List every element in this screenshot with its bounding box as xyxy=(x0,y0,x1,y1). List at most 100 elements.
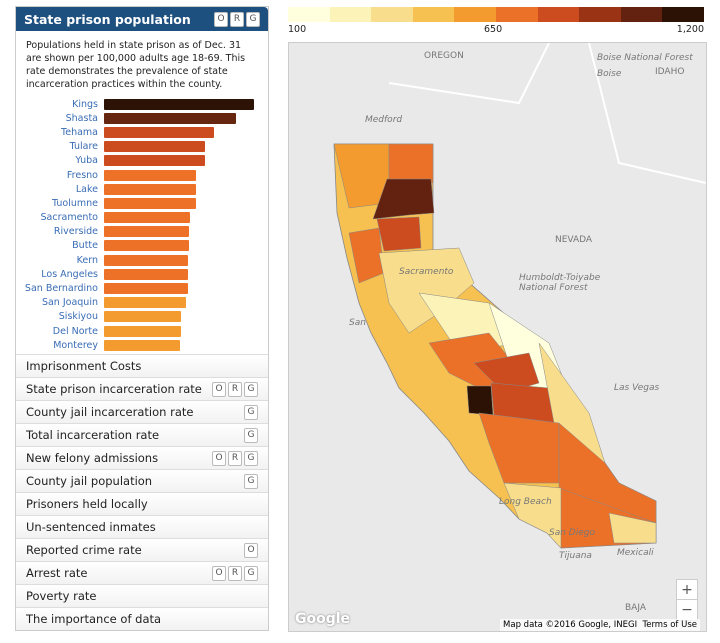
county-label[interactable]: San Joaquin xyxy=(41,297,98,309)
menu-item-label: County jail incarceration rate xyxy=(26,405,194,420)
legend-mid: 650 xyxy=(484,24,503,35)
county-bar[interactable] xyxy=(104,155,206,167)
county-bar[interactable] xyxy=(104,339,181,351)
county-label[interactable]: San Bernardino xyxy=(24,283,98,295)
menu-item[interactable]: County jail incarceration rate G xyxy=(16,400,268,424)
badge[interactable]: O xyxy=(244,542,258,558)
label-mexicali: Mexicali xyxy=(617,548,654,558)
county-label[interactable]: Yuba xyxy=(75,155,98,167)
county-bar[interactable] xyxy=(104,254,189,266)
county-label[interactable]: Monterey xyxy=(53,339,98,351)
county-bar[interactable] xyxy=(104,325,181,337)
menu-item[interactable]: Reported crime rate O xyxy=(16,538,268,562)
badge-o[interactable]: O xyxy=(214,11,228,27)
menu-item[interactable]: Imprisonment Costs xyxy=(16,354,268,378)
bar-row[interactable]: Shasta xyxy=(16,111,268,125)
badge[interactable]: O xyxy=(212,450,226,466)
badge[interactable]: G xyxy=(244,404,258,420)
county-label[interactable]: Kings xyxy=(72,98,98,110)
bar-row[interactable]: Tuolumne xyxy=(16,196,268,210)
county-bar[interactable] xyxy=(104,112,236,124)
county-bar[interactable] xyxy=(104,126,215,138)
active-indicator-title: State prison population xyxy=(24,11,191,27)
county-label[interactable]: Shasta xyxy=(65,112,98,124)
menu-item[interactable]: Poverty rate xyxy=(16,584,268,608)
badge[interactable]: R xyxy=(228,381,242,397)
badge[interactable]: G xyxy=(244,565,258,581)
menu-item[interactable]: The importance of data xyxy=(16,607,268,631)
county-label[interactable]: Tehama xyxy=(61,126,98,138)
county-label[interactable]: Siskiyou xyxy=(58,311,98,323)
color-legend: 100 650 1,200 xyxy=(288,7,704,36)
county-bar[interactable] xyxy=(104,98,254,110)
label-las-vegas: Las Vegas xyxy=(614,383,660,393)
zoom-in-button[interactable]: + xyxy=(676,579,698,601)
county-bar[interactable] xyxy=(104,268,189,280)
badge[interactable]: G xyxy=(244,473,258,489)
county-label[interactable]: Sacramento xyxy=(40,212,98,224)
menu-item[interactable]: State prison incarceration rate O R G xyxy=(16,377,268,401)
bar-row[interactable]: Kings xyxy=(16,97,268,111)
bar-row[interactable]: San Bernardino xyxy=(16,281,268,295)
terms-link[interactable]: Terms of Use xyxy=(642,620,697,630)
county-bar[interactable] xyxy=(104,169,196,181)
badge-g[interactable]: G xyxy=(246,11,260,27)
legend-swatch xyxy=(329,7,372,22)
bar-row[interactable]: Monterey xyxy=(16,338,268,352)
county-label[interactable]: Fresno xyxy=(66,169,98,181)
zoom-out-button[interactable]: − xyxy=(676,599,698,621)
badge[interactable]: G xyxy=(244,427,258,443)
county-bar[interactable] xyxy=(104,197,196,209)
menu-item-label: Reported crime rate xyxy=(26,543,142,558)
county-label[interactable]: Del Norte xyxy=(52,325,98,337)
california-map[interactable]: OREGON IDAHO Boise National Forest NEVAD… xyxy=(288,42,707,632)
bar-row[interactable]: Fresno xyxy=(16,168,268,182)
county-label[interactable]: Tuolumne xyxy=(52,197,98,209)
menu-item[interactable]: Prisoners held locally xyxy=(16,492,268,516)
badge[interactable]: O xyxy=(212,565,226,581)
county-label[interactable]: Butte xyxy=(72,240,98,252)
bar-row[interactable]: San Joaquin xyxy=(16,296,268,310)
bar-row[interactable]: Tulare xyxy=(16,140,268,154)
county-bar[interactable] xyxy=(104,183,196,195)
badge[interactable]: G xyxy=(244,381,258,397)
county-map[interactable] xyxy=(289,43,706,631)
map-attribution: Map data ©2016 Google, INEGI Terms of Us… xyxy=(500,619,700,631)
county-label[interactable]: Los Angeles xyxy=(41,268,98,280)
badge[interactable]: G xyxy=(244,450,258,466)
bar-row[interactable]: Lake xyxy=(16,182,268,196)
county-label[interactable]: Lake xyxy=(75,183,98,195)
bar-row[interactable]: Tehama xyxy=(16,125,268,139)
menu-item[interactable]: Un-sentenced inmates xyxy=(16,515,268,539)
county-bar[interactable] xyxy=(104,311,181,323)
menu-item[interactable]: County jail population G xyxy=(16,469,268,493)
bar-row[interactable]: Riverside xyxy=(16,225,268,239)
badge-r[interactable]: R xyxy=(230,11,244,27)
bar-row[interactable]: Los Angeles xyxy=(16,267,268,281)
label-baja: BAJA xyxy=(625,603,646,613)
county-bar[interactable] xyxy=(104,212,191,224)
label-boise: Boise xyxy=(597,69,622,79)
menu-item[interactable]: New felony admissions O R G xyxy=(16,446,268,470)
bar-row[interactable]: Del Norte xyxy=(16,324,268,338)
menu-item[interactable]: Arrest rate O R G xyxy=(16,561,268,585)
menu-item[interactable]: Total incarceration rate G xyxy=(16,423,268,447)
bar-row[interactable]: Yuba xyxy=(16,154,268,168)
bar-row[interactable]: Sacramento xyxy=(16,211,268,225)
county-bar[interactable] xyxy=(104,141,206,153)
county-bar[interactable] xyxy=(104,283,189,295)
bar-row[interactable]: Siskiyou xyxy=(16,310,268,324)
county-bar[interactable] xyxy=(104,297,187,309)
label-long-beach: Long Beach xyxy=(499,497,552,507)
bar-row[interactable]: Butte xyxy=(16,239,268,253)
badge[interactable]: R xyxy=(228,450,242,466)
county-bar[interactable] xyxy=(104,226,189,238)
bar-row[interactable]: Kern xyxy=(16,253,268,267)
county-label[interactable]: Tulare xyxy=(69,141,98,153)
badge[interactable]: R xyxy=(228,565,242,581)
county-bar[interactable] xyxy=(104,240,189,252)
county-label[interactable]: Kern xyxy=(76,254,98,266)
badge[interactable]: O xyxy=(212,381,226,397)
county-label[interactable]: Riverside xyxy=(53,226,98,238)
